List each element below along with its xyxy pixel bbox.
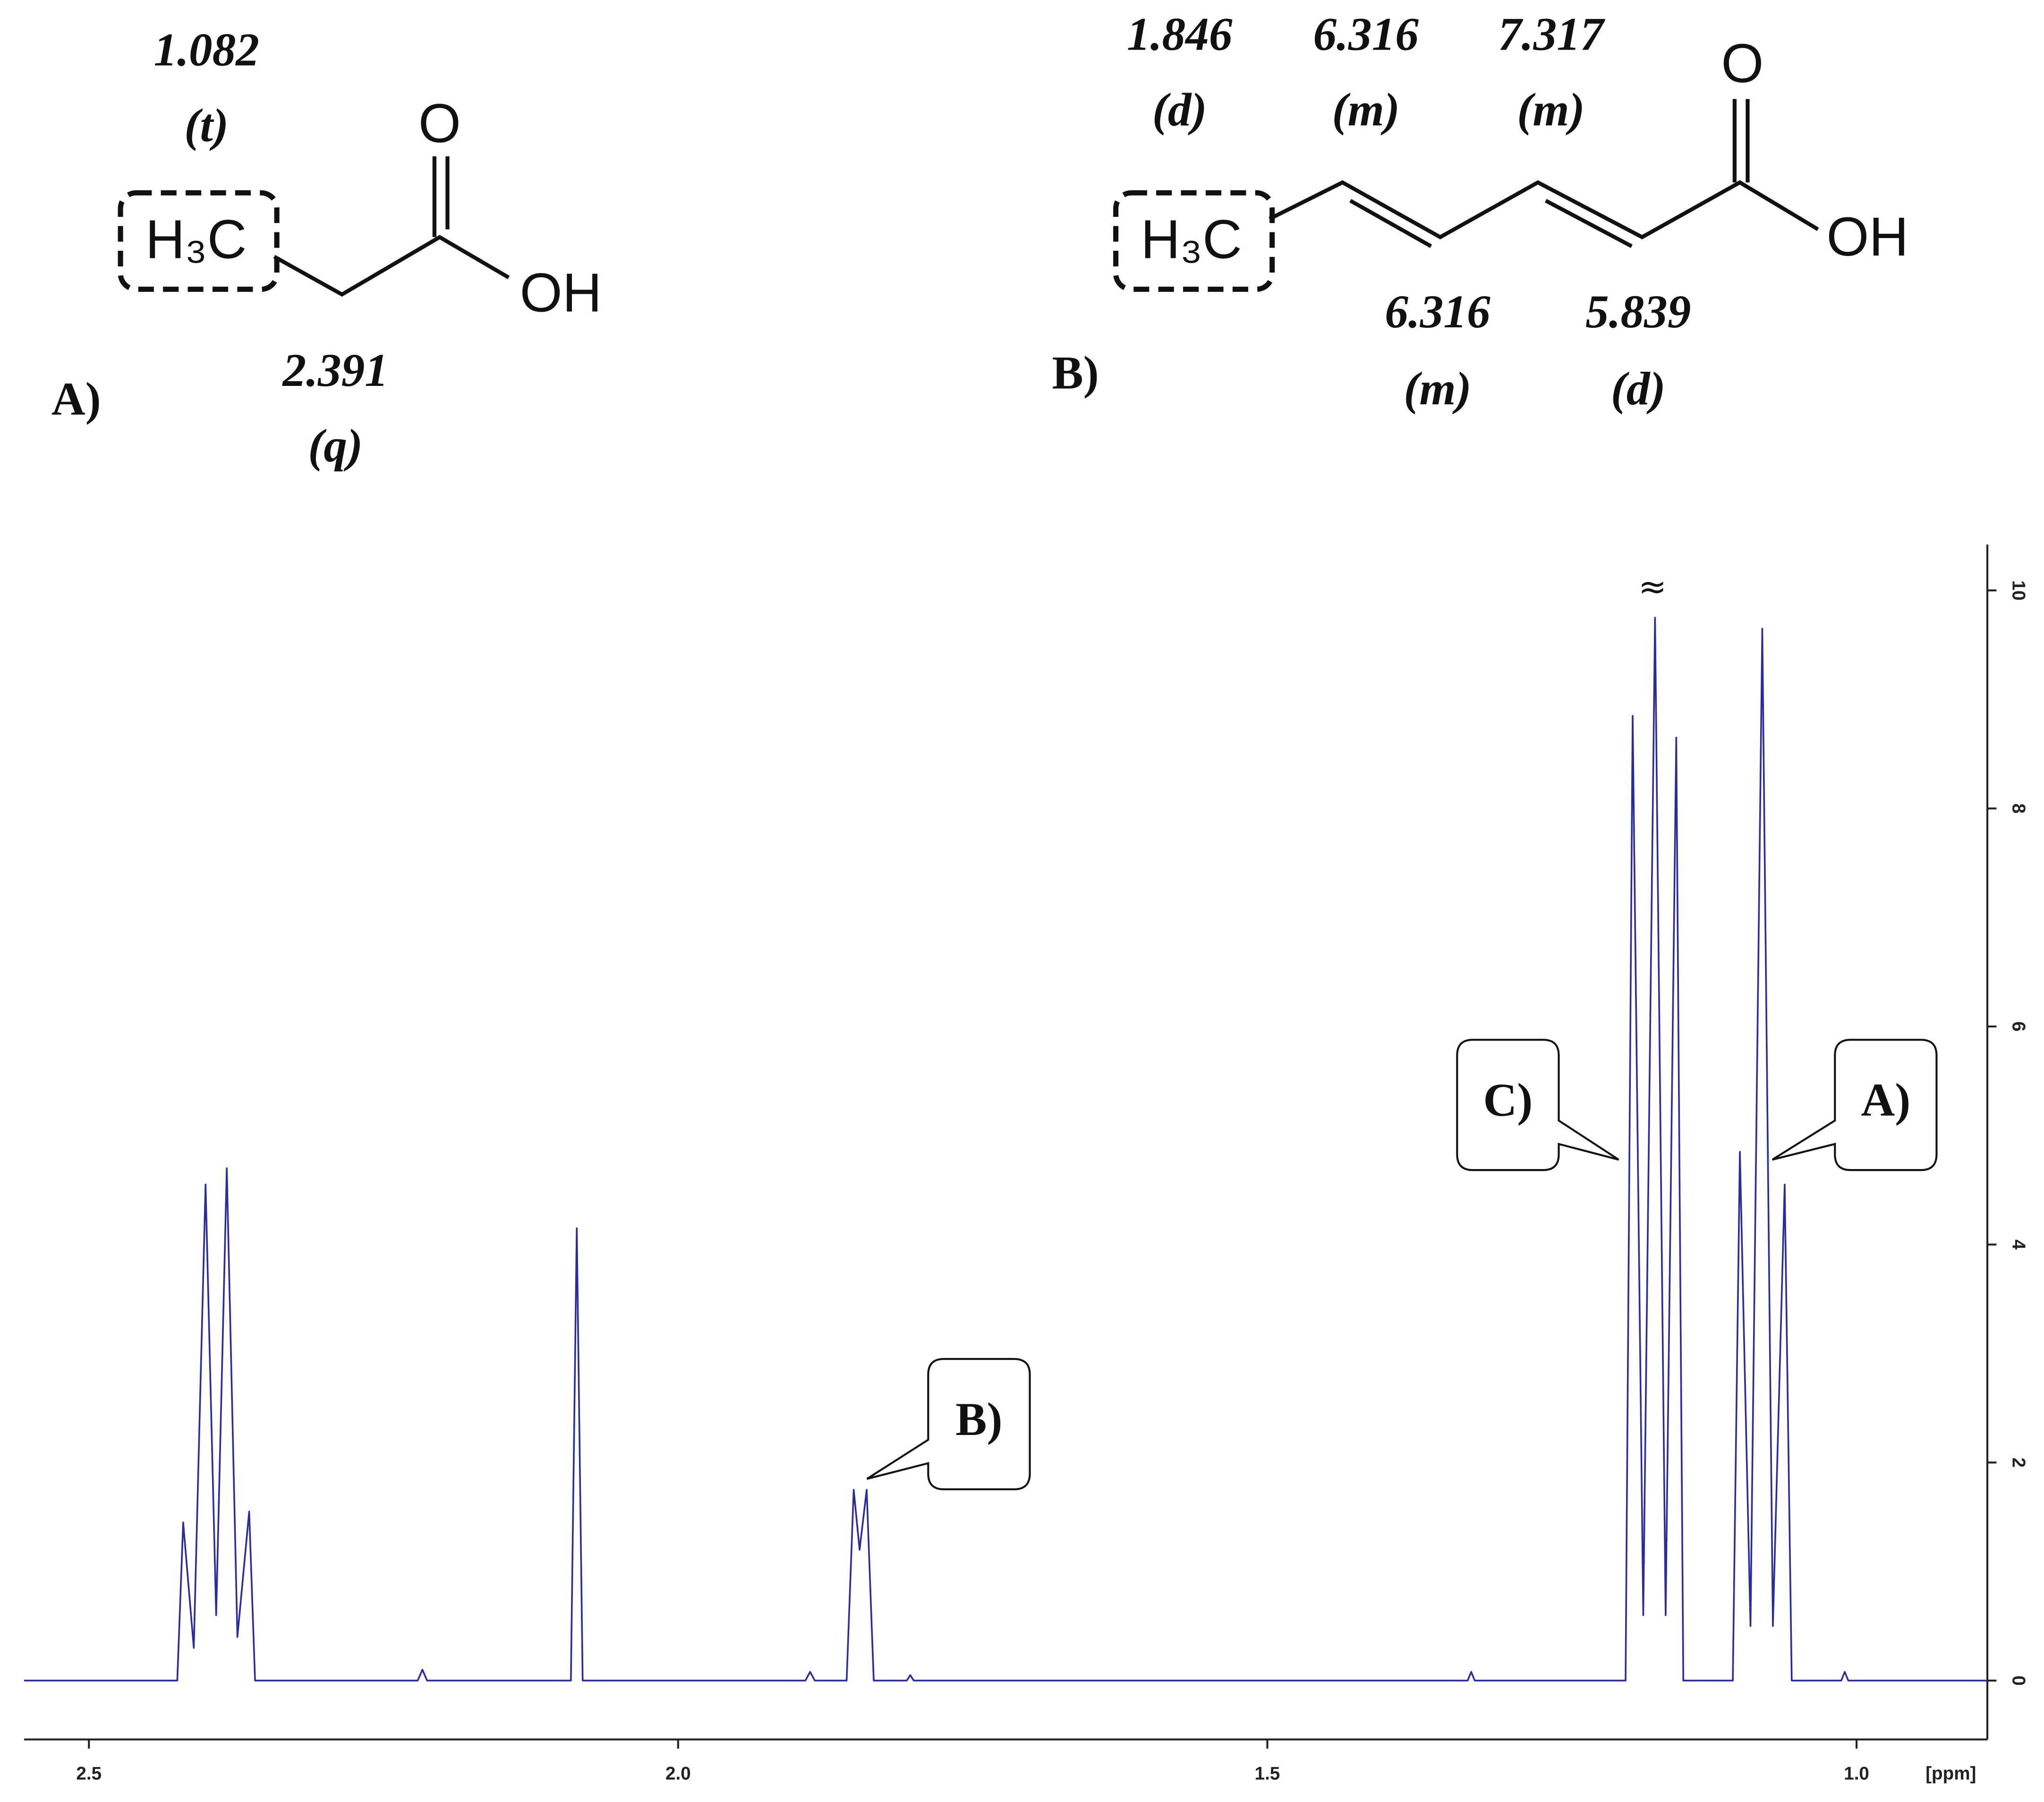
callout-box [1771,1039,1938,1171]
shift: 5.839 [1585,286,1691,338]
callout-box [866,1358,1031,1491]
callout-label: A) [1861,1075,1910,1126]
y-tick-label: 10 [2008,581,2028,601]
shift: 7.317 [1498,9,1605,60]
structure-label: B) [1052,348,1099,399]
shift: 2.391 [282,345,388,396]
y-tick-label: 6 [2008,1021,2028,1031]
shift: 1.846 [1127,9,1233,60]
x-tick-label: 2.0 [665,1763,691,1784]
multiplicity: (d) [1152,85,1207,136]
multiplicity: (m) [1404,363,1471,415]
break-mark: ≈ [1638,566,1667,606]
double-bond [1349,199,1633,248]
multiplicity: (m) [1517,85,1584,136]
y-tick-label: 2 [2008,1458,2028,1468]
callout-label: B) [955,1394,1002,1445]
bond [1269,180,1819,239]
structure-a: 1.082 (t) H₃C O OH 2.391 (q) A) [51,25,602,472]
shift: 6.316 [1385,286,1490,338]
multiplicity: (q) [308,420,363,472]
y-tick-label: 0 [2008,1675,2028,1685]
highlight-box [118,190,280,292]
atom: OH [1826,206,1908,267]
shift: 1.082 [153,25,259,76]
atom: H₃C [1141,208,1242,270]
atom: OH [520,262,602,324]
structure-label: A) [51,374,101,425]
y-tick-label: 4 [2008,1239,2028,1250]
atom: O [418,93,461,154]
multiplicity: (m) [1332,85,1400,136]
callout-label: C) [1483,1075,1533,1126]
atom: O [1721,33,1763,94]
atom: H₃C [145,208,247,270]
structure-b: 1.846 (d) 6.316 (m) 7.317 (m) H₃C O OH 6… [1052,9,1908,415]
multiplicity: (d) [1611,363,1666,415]
y-tick-label: 8 [2008,803,2028,813]
double-bond [1732,99,1750,183]
callout-box [1456,1039,1619,1171]
multiplicity: (t) [184,100,229,152]
x-tick-label: 1.0 [1844,1763,1869,1784]
shift: 6.316 [1313,9,1419,60]
x-axis-label: [ppm] [1925,1763,1976,1784]
highlight-box [1113,190,1275,292]
x-tick-label: 1.5 [1255,1763,1280,1784]
x-tick-label: 2.5 [76,1763,102,1784]
bond [273,235,510,297]
double-bond [432,156,450,238]
spectrum-line [24,616,1988,1682]
